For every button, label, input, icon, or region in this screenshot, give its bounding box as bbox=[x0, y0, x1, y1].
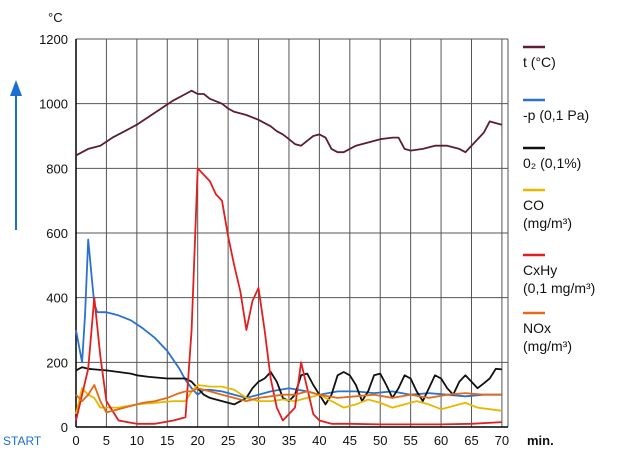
x-tick-label: 35 bbox=[282, 433, 296, 448]
legend-unit-label: (mg/m³) bbox=[523, 338, 572, 354]
grid bbox=[75, 38, 509, 428]
legend-unit-label: (0,1 mg/m³) bbox=[523, 280, 595, 296]
legend-label: 0₂ (0,1%) bbox=[523, 155, 581, 171]
x-tick-label: 15 bbox=[160, 433, 174, 448]
legend-label: -p (0,1 Pa) bbox=[523, 107, 589, 123]
x-tick-label: 20 bbox=[190, 433, 204, 448]
legend: t (°C) -p (0,1 Pa) 0₂ (0,1%) CO (mg/m³) CxHy (… bbox=[523, 45, 595, 354]
x-tick-label: 5 bbox=[103, 433, 110, 448]
series-line-4 bbox=[75, 167, 502, 426]
y-axis-unit-label: °C bbox=[48, 10, 63, 25]
x-tick-label: 45 bbox=[343, 433, 357, 448]
series-line-5 bbox=[75, 384, 502, 414]
x-tick-label: 55 bbox=[403, 433, 417, 448]
y-tick-label: 800 bbox=[46, 161, 68, 176]
x-tick-label: 10 bbox=[130, 433, 144, 448]
y-tick-label: 1200 bbox=[39, 32, 68, 47]
series-line-3 bbox=[75, 384, 503, 415]
y-tick-label: 200 bbox=[46, 355, 68, 370]
x-tick-label: 40 bbox=[312, 433, 326, 448]
y-tick-label: 1000 bbox=[39, 97, 68, 112]
legend-label: CO bbox=[523, 197, 544, 213]
series-lines bbox=[75, 89, 503, 426]
y-tick-label: 0 bbox=[61, 420, 68, 435]
x-tick-label: 50 bbox=[373, 433, 387, 448]
x-axis-start-label: START bbox=[3, 434, 42, 448]
x-tick-label: 65 bbox=[464, 433, 478, 448]
legend-unit-label: (mg/m³) bbox=[523, 215, 572, 231]
x-tick-label: 25 bbox=[221, 433, 235, 448]
axes: °C START min. bbox=[3, 10, 554, 448]
legend-label: CxHy bbox=[523, 262, 557, 278]
x-tick-label: 0 bbox=[72, 433, 79, 448]
x-tick-label: 70 bbox=[495, 433, 509, 448]
x-tick-label: 30 bbox=[251, 433, 265, 448]
y-tick-label: 600 bbox=[46, 226, 68, 241]
legend-label: NOx bbox=[523, 320, 551, 336]
x-axis-label: min. bbox=[527, 433, 554, 448]
legend-label: t (°C) bbox=[523, 54, 556, 70]
y-tick-label: 400 bbox=[46, 291, 68, 306]
x-tick-label: 60 bbox=[434, 433, 448, 448]
y-direction-arrow-icon bbox=[10, 80, 22, 230]
tick-labels: 0 200 400 600 800 1000 1200 0 5 10 15 20 25 30 35 40 45 5… bbox=[39, 32, 509, 448]
series-line-0 bbox=[75, 89, 503, 157]
